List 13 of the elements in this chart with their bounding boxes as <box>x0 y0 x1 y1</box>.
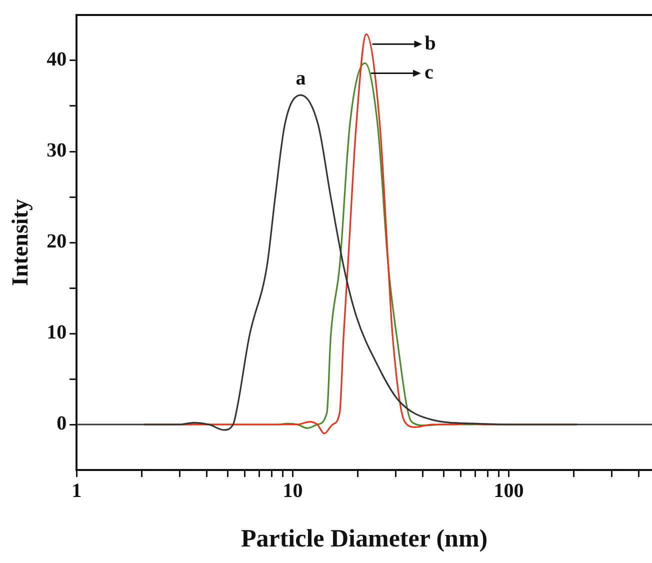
x-tick-label: 1 <box>72 480 82 502</box>
annotation: b <box>424 32 436 54</box>
x-axis-title: Particle Diameter (nm) <box>240 525 488 552</box>
y-tick-label: 30 <box>46 140 67 162</box>
y-tick-label: 40 <box>46 48 67 71</box>
y-tick-label: 20 <box>46 230 67 253</box>
y-tick-label: 10 <box>46 322 67 344</box>
y-tick-label: 0 <box>56 412 67 435</box>
x-tick-label: 100 <box>494 480 524 502</box>
annotation: a <box>296 67 306 90</box>
y-axis-title: Intensity <box>8 198 33 286</box>
annotation: c <box>424 61 434 84</box>
x-tick-label: 10 <box>282 480 303 502</box>
